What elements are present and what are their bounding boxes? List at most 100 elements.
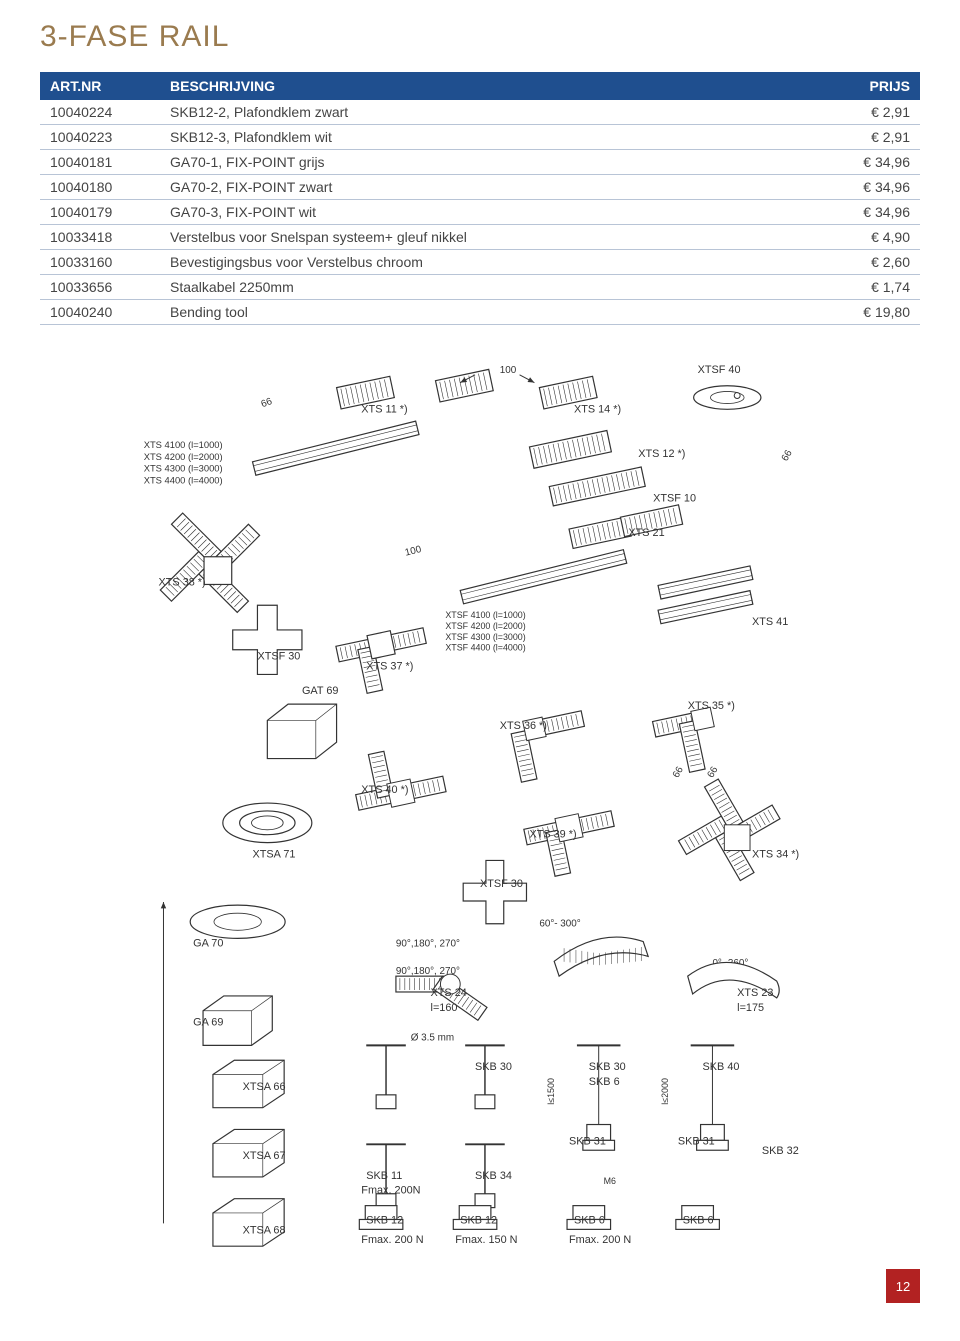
svg-text:SKB 34: SKB 34 bbox=[475, 1170, 512, 1182]
cell-beschrijving: Bevestigingsbus voor Verstelbus chroom bbox=[160, 250, 830, 275]
col-artnr: ART.NR bbox=[40, 72, 160, 100]
table-row: 10033656Staalkabel 2250mm€ 1,74 bbox=[40, 275, 920, 300]
svg-text:XTS 4200 (l=2000): XTS 4200 (l=2000) bbox=[144, 451, 223, 462]
table-row: 10040224SKB12-2, Plafondklem zwart€ 2,91 bbox=[40, 100, 920, 125]
svg-text:XTS 39 *): XTS 39 *) bbox=[529, 829, 576, 841]
table-row: 10040179GA70-3, FIX-POINT wit€ 34,96 bbox=[40, 200, 920, 225]
svg-text:XTS 36 *): XTS 36 *) bbox=[500, 720, 547, 732]
svg-text:SKB 6: SKB 6 bbox=[589, 1076, 620, 1088]
technical-diagram: 10066XTS 4100 (l=1000)XTS 4200 (l=2000)X… bbox=[40, 353, 920, 1263]
svg-text:l≤2000: l≤2000 bbox=[660, 1078, 670, 1105]
cell-artnr: 10033160 bbox=[40, 250, 160, 275]
cell-artnr: 10040180 bbox=[40, 175, 160, 200]
table-row: 10040240Bending tool€ 19,80 bbox=[40, 300, 920, 325]
svg-text:90°,180°, 270°: 90°,180°, 270° bbox=[396, 938, 460, 949]
svg-text:100: 100 bbox=[404, 544, 423, 559]
svg-text:XTS 23: XTS 23 bbox=[737, 987, 773, 999]
table-row: 10040181GA70-1, FIX-POINT grijs€ 34,96 bbox=[40, 150, 920, 175]
svg-text:SKB 40: SKB 40 bbox=[703, 1061, 740, 1073]
svg-text:60°- 300°: 60°- 300° bbox=[539, 919, 580, 930]
cell-beschrijving: SKB12-3, Plafondklem wit bbox=[160, 125, 830, 150]
svg-text:XTS 4100 (l=1000): XTS 4100 (l=1000) bbox=[144, 439, 223, 450]
table-row: 10033160Bevestigingsbus voor Verstelbus … bbox=[40, 250, 920, 275]
cell-prijs: € 34,96 bbox=[830, 175, 920, 200]
svg-text:XTS 11 *): XTS 11 *) bbox=[361, 403, 407, 415]
svg-text:SKB 31: SKB 31 bbox=[569, 1135, 606, 1147]
cell-beschrijving: GA70-3, FIX-POINT wit bbox=[160, 200, 830, 225]
svg-text:l≤1500: l≤1500 bbox=[546, 1078, 556, 1105]
svg-text:Fmax. 150 N: Fmax. 150 N bbox=[455, 1234, 517, 1246]
svg-text:66: 66 bbox=[260, 396, 275, 410]
cell-prijs: € 2,60 bbox=[830, 250, 920, 275]
svg-text:66: 66 bbox=[780, 448, 795, 463]
cell-artnr: 10033656 bbox=[40, 275, 160, 300]
svg-text:SKB 31: SKB 31 bbox=[678, 1135, 715, 1147]
svg-text:XTS 4300 (l=3000): XTS 4300 (l=3000) bbox=[144, 463, 223, 474]
cell-prijs: € 4,90 bbox=[830, 225, 920, 250]
cell-prijs: € 34,96 bbox=[830, 150, 920, 175]
svg-text:XTS 38 *): XTS 38 *) bbox=[159, 576, 206, 588]
svg-text:66: 66 bbox=[671, 764, 686, 779]
svg-text:XTSF 30: XTSF 30 bbox=[480, 878, 523, 890]
cell-prijs: € 19,80 bbox=[830, 300, 920, 325]
svg-text:SKB 30: SKB 30 bbox=[589, 1061, 626, 1073]
svg-text:XTSA 67: XTSA 67 bbox=[243, 1150, 286, 1162]
svg-text:XTS 24: XTS 24 bbox=[431, 987, 467, 999]
cell-artnr: 10040224 bbox=[40, 100, 160, 125]
cell-artnr: 10033418 bbox=[40, 225, 160, 250]
cell-prijs: € 2,91 bbox=[830, 100, 920, 125]
cell-artnr: 10040223 bbox=[40, 125, 160, 150]
svg-text:XTSF 4100 (l=1000): XTSF 4100 (l=1000) bbox=[445, 610, 525, 620]
svg-text:XTSA 68: XTSA 68 bbox=[243, 1224, 286, 1236]
svg-text:XTS 12 *): XTS 12 *) bbox=[638, 448, 685, 460]
cell-beschrijving: Verstelbus voor Snelspan systeem+ gleuf … bbox=[160, 225, 830, 250]
cell-artnr: 10040179 bbox=[40, 200, 160, 225]
svg-text:M6: M6 bbox=[604, 1176, 616, 1186]
price-table: ART.NR BESCHRIJVING PRIJS 10040224SKB12-… bbox=[40, 72, 920, 325]
svg-text:XTSF 10: XTSF 10 bbox=[653, 492, 696, 504]
svg-text:SKB 12: SKB 12 bbox=[366, 1214, 403, 1226]
svg-text:Fmax. 200N: Fmax. 200N bbox=[361, 1185, 420, 1197]
svg-text:XTS 35 *): XTS 35 *) bbox=[688, 700, 735, 712]
svg-text:SKB 6: SKB 6 bbox=[574, 1214, 605, 1226]
svg-text:XTS 41: XTS 41 bbox=[752, 616, 788, 628]
col-prijs: PRIJS bbox=[830, 72, 920, 100]
cell-prijs: € 1,74 bbox=[830, 275, 920, 300]
svg-text:XTSF 4300 (l=3000): XTSF 4300 (l=3000) bbox=[445, 632, 525, 642]
svg-text:XTSA 66: XTSA 66 bbox=[243, 1081, 286, 1093]
svg-text:66: 66 bbox=[706, 764, 721, 779]
table-row: 10033418Verstelbus voor Snelspan systeem… bbox=[40, 225, 920, 250]
table-row: 10040223SKB12-3, Plafondklem wit€ 2,91 bbox=[40, 125, 920, 150]
cell-beschrijving: Bending tool bbox=[160, 300, 830, 325]
table-row: 10040180GA70-2, FIX-POINT zwart€ 34,96 bbox=[40, 175, 920, 200]
cell-beschrijving: Staalkabel 2250mm bbox=[160, 275, 830, 300]
svg-text:GA 69: GA 69 bbox=[193, 1017, 223, 1029]
cell-artnr: 10040181 bbox=[40, 150, 160, 175]
svg-text:l=175: l=175 bbox=[737, 1002, 764, 1014]
svg-text:XTS 4400 (l=4000): XTS 4400 (l=4000) bbox=[144, 475, 223, 486]
cell-beschrijving: GA70-1, FIX-POINT grijs bbox=[160, 150, 830, 175]
svg-text:XTS 37 *): XTS 37 *) bbox=[366, 661, 413, 673]
svg-text:Fmax. 200 N: Fmax. 200 N bbox=[361, 1234, 423, 1246]
svg-text:SKB 32: SKB 32 bbox=[762, 1145, 799, 1157]
cell-beschrijving: SKB12-2, Plafondklem zwart bbox=[160, 100, 830, 125]
svg-text:GAT 69: GAT 69 bbox=[302, 685, 338, 697]
svg-text:XTSF 4400 (l=4000): XTSF 4400 (l=4000) bbox=[445, 643, 525, 653]
svg-text:100: 100 bbox=[500, 365, 517, 376]
svg-text:90°,180°, 270°: 90°,180°, 270° bbox=[396, 966, 460, 977]
svg-text:XTSF 4200 (l=2000): XTSF 4200 (l=2000) bbox=[445, 621, 525, 631]
svg-text:XTSF 40: XTSF 40 bbox=[698, 364, 741, 376]
svg-text:XTS 14 *): XTS 14 *) bbox=[574, 403, 621, 415]
svg-text:Ø 3.5 mm: Ø 3.5 mm bbox=[411, 1032, 454, 1043]
cell-prijs: € 2,91 bbox=[830, 125, 920, 150]
svg-text:XTSF 30: XTSF 30 bbox=[257, 651, 300, 663]
svg-text:SKB 30: SKB 30 bbox=[475, 1061, 512, 1073]
svg-text:GA 70: GA 70 bbox=[193, 937, 223, 949]
svg-text:XTS 40 *): XTS 40 *) bbox=[361, 784, 408, 796]
cell-prijs: € 34,96 bbox=[830, 200, 920, 225]
col-beschrijving: BESCHRIJVING bbox=[160, 72, 830, 100]
svg-text:XTS 21: XTS 21 bbox=[628, 527, 664, 539]
svg-text:XTSA 71: XTSA 71 bbox=[253, 848, 296, 860]
cell-artnr: 10040240 bbox=[40, 300, 160, 325]
svg-text:SKB 11: SKB 11 bbox=[366, 1170, 402, 1182]
